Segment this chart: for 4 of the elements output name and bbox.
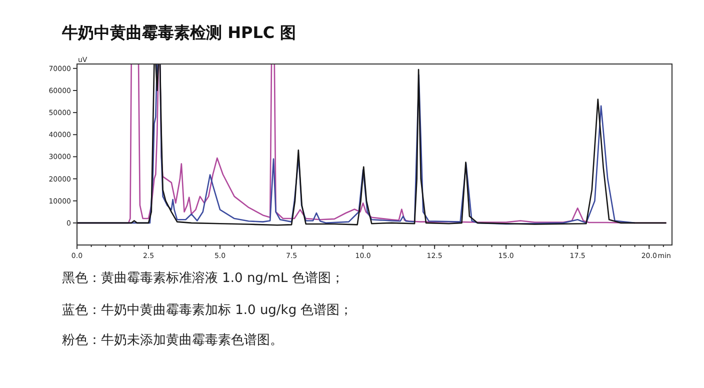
chart-title: 牛奶中黄曲霉毒素检测 HPLC 图 bbox=[61, 23, 296, 42]
text: 蓝色：牛奶中黄曲霉毒素加标 1.0 ug/kg 色谱图； bbox=[62, 303, 353, 318]
text: 粉色：牛奶未添加黄曲霉毒素色谱图。 bbox=[62, 333, 283, 348]
text: 黑色：黄曲霉毒素标准溶液 1.0 ng/mL 色谱图； bbox=[62, 270, 344, 286]
